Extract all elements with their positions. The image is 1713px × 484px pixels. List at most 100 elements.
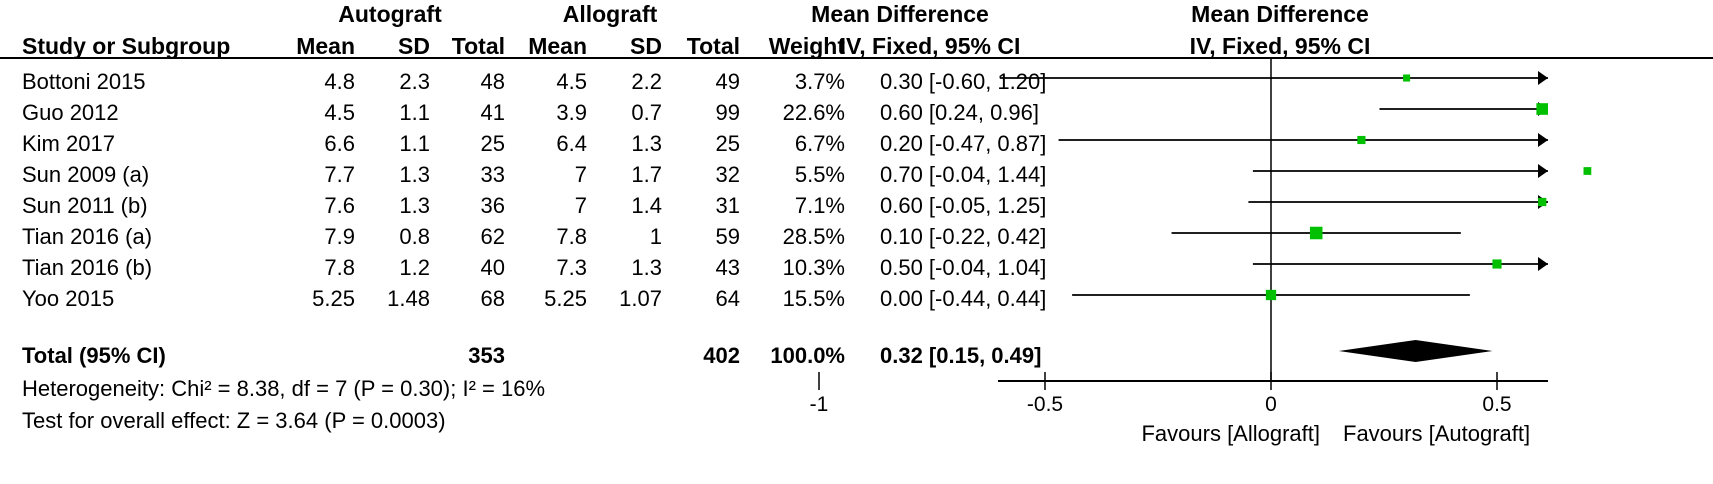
study-sd1-cell: 1.48 (387, 286, 430, 311)
study-name-cell: Tian 2016 (b) (22, 255, 153, 280)
pooled-diamond (1338, 340, 1493, 362)
study-n2-cell: 99 (715, 100, 740, 125)
study-sd2-cell: 2.2 (631, 69, 662, 94)
overall-effect-text: Test for overall effect: Z = 3.64 (P = 0… (22, 408, 446, 433)
study-name-cell: Guo 2012 (22, 100, 119, 125)
study-mean2-cell: 7 (574, 162, 587, 187)
effect-marker (1538, 197, 1547, 207)
study-ci-text-cell: 0.60 [0.24, 0.96] (880, 100, 1040, 125)
group2-header: Allograft (562, 1, 658, 27)
study-mean1-cell: 4.8 (324, 69, 355, 94)
study-sd1-cell: 1.3 (399, 162, 430, 187)
study-n1-cell: 33 (480, 162, 505, 187)
study-n2-cell: 64 (715, 286, 740, 311)
total-weight: 100.0% (770, 343, 845, 368)
study-sd1-cell: 2.3 (399, 69, 430, 94)
total-ci: 0.32 [0.15, 0.49] (880, 343, 1042, 368)
effect-marker (1265, 289, 1277, 301)
study-sd2-cell: 1.3 (631, 255, 662, 280)
study-weight-cell: 5.5% (794, 162, 845, 187)
favours-right-label: Favours [Autograft] (1343, 421, 1531, 446)
sd2-column-header: SD (630, 33, 662, 59)
total1-column-header: Total (451, 33, 505, 59)
study-sd1-cell: 0.8 (399, 224, 430, 249)
study-n2-cell: 59 (715, 224, 740, 249)
ci-arrow-right (1538, 164, 1548, 178)
study-mean1-cell: 4.5 (324, 100, 355, 125)
study-n2-cell: 32 (715, 162, 740, 187)
study-ci-text-cell: 0.50 [-0.04, 1.04] (880, 255, 1047, 280)
study-mean1-cell: 6.6 (324, 131, 355, 156)
study-sd1-cell: 1.2 (399, 255, 430, 280)
study-ci-text-cell: 0.10 [-0.22, 0.42] (880, 224, 1047, 249)
study-weight-cell: 7.1% (794, 193, 845, 218)
study-weight-cell: 28.5% (782, 224, 845, 249)
mean1-column-header: Mean (296, 33, 355, 59)
study-mean2-cell: 5.25 (544, 286, 587, 311)
effect-marker (1309, 226, 1323, 240)
effect-marker (1492, 259, 1502, 269)
md-subheader: IV, Fixed, 95% CI (839, 33, 1021, 59)
study-n1-cell: 62 (480, 224, 505, 249)
study-weight-cell: 6.7% (794, 131, 845, 156)
mean2-column-header: Mean (528, 33, 587, 59)
study-n2-cell: 25 (715, 131, 740, 156)
study-column-header: Study or Subgroup (22, 33, 231, 59)
study-sd1-cell: 1.1 (399, 131, 430, 156)
effect-marker (1403, 74, 1411, 82)
ci-arrow-right (1538, 257, 1548, 271)
study-weight-cell: 15.5% (782, 286, 845, 311)
study-n2-cell: 49 (715, 69, 740, 94)
study-mean2-cell: 6.4 (556, 131, 587, 156)
study-sd2-cell: 1.7 (631, 162, 662, 187)
total-n1: 353 (468, 343, 505, 368)
effect-marker (1583, 167, 1592, 175)
study-n2-cell: 31 (715, 193, 740, 218)
x-tick-label: 0.5 (1482, 393, 1511, 416)
study-mean1-cell: 7.7 (324, 162, 355, 187)
study-ci-text-cell: 0.70 [-0.04, 1.44] (880, 162, 1047, 187)
study-mean2-cell: 3.9 (556, 100, 587, 125)
study-weight-cell: 22.6% (782, 100, 845, 125)
study-mean2-cell: 4.5 (556, 69, 587, 94)
heterogeneity-text: Heterogeneity: Chi² = 8.38, df = 7 (P = … (22, 376, 546, 401)
study-mean2-cell: 7.3 (556, 255, 587, 280)
study-n1-cell: 40 (480, 255, 505, 280)
study-mean2-cell: 7 (574, 193, 587, 218)
study-sd2-cell: 1 (649, 224, 662, 249)
study-mean1-cell: 5.25 (312, 286, 355, 311)
study-weight-cell: 3.7% (794, 69, 845, 94)
study-name-cell: Kim 2017 (22, 131, 115, 156)
weight-column-header: Weight (768, 33, 845, 59)
study-n1-cell: 48 (480, 69, 505, 94)
study-name-cell: Sun 2011 (b) (22, 193, 148, 218)
study-mean1-cell: 7.9 (324, 224, 355, 249)
study-name-cell: Sun 2009 (a) (22, 162, 150, 187)
study-sd1-cell: 1.1 (399, 100, 430, 125)
study-weight-cell: 10.3% (782, 255, 845, 280)
study-sd2-cell: 1.07 (619, 286, 662, 311)
study-ci-text-cell: 0.00 [-0.44, 0.44] (880, 286, 1047, 311)
total-label: Total (95% CI) (22, 343, 166, 368)
study-mean1-cell: 7.8 (324, 255, 355, 280)
study-n1-cell: 41 (480, 100, 505, 125)
sd1-column-header: SD (398, 33, 430, 59)
effect-marker (1536, 103, 1549, 115)
study-ci-text-cell: 0.20 [-0.47, 0.87] (880, 131, 1047, 156)
plot-subheader: IV, Fixed, 95% CI (1189, 33, 1371, 59)
effect-marker (1357, 135, 1366, 145)
study-n1-cell: 36 (480, 193, 505, 218)
md-header: Mean Difference (811, 1, 989, 27)
plot-header: Mean Difference (1191, 1, 1369, 27)
x-tick-label: -0.5 (1027, 393, 1063, 416)
study-sd2-cell: 1.4 (631, 193, 662, 218)
study-n1-cell: 68 (480, 286, 505, 311)
study-name-cell: Tian 2016 (a) (22, 224, 153, 249)
ci-arrow-right (1538, 133, 1548, 147)
favours-left-label: Favours [Allograft] (1141, 421, 1320, 446)
x-tick-label: 0 (1265, 393, 1277, 416)
group1-header: Autograft (338, 1, 442, 27)
total2-column-header: Total (686, 33, 740, 59)
study-sd2-cell: 1.3 (631, 131, 662, 156)
